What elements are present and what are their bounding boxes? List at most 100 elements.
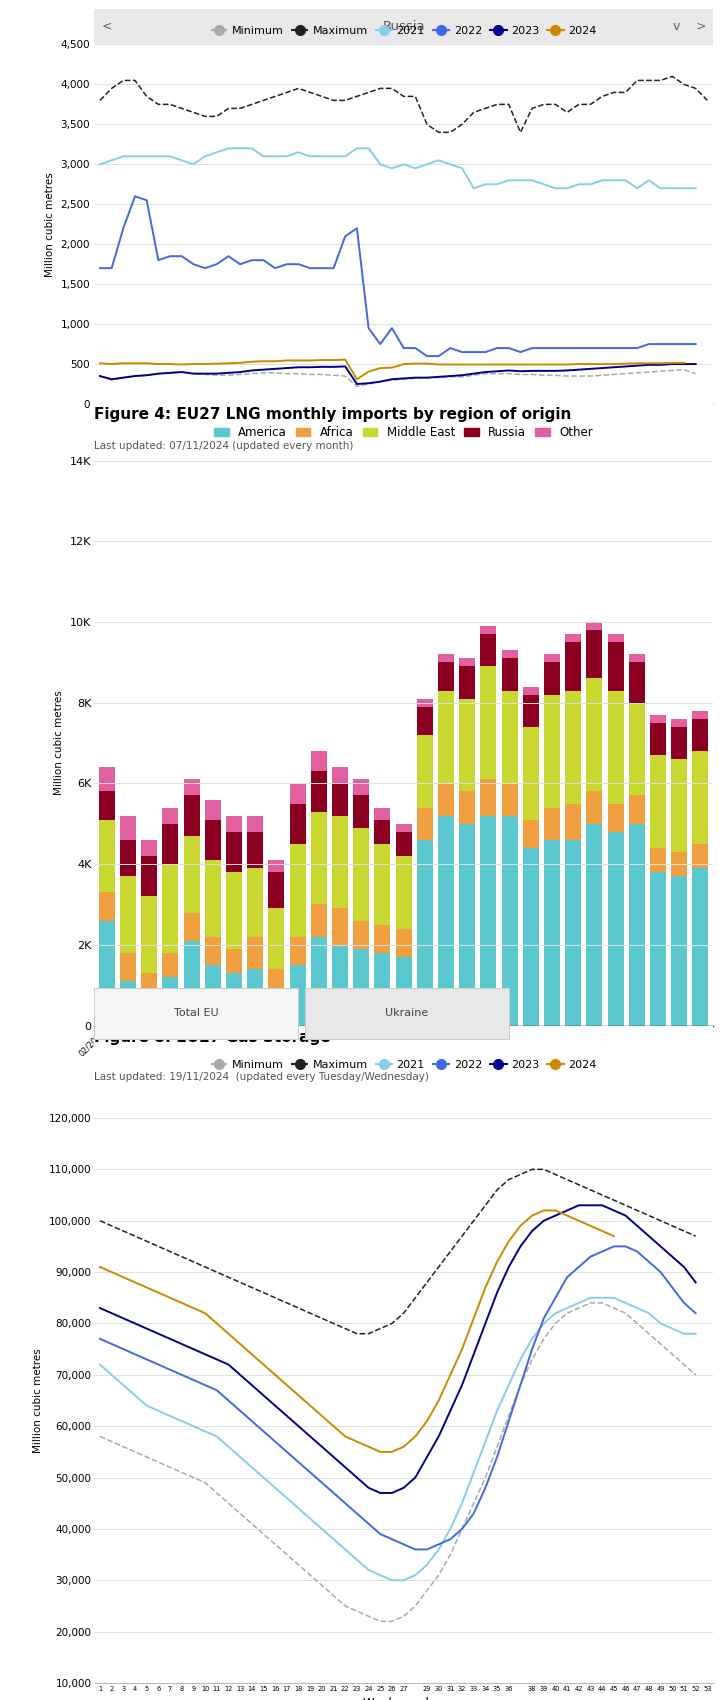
Bar — [269, 1001, 285, 1025]
Bar — [544, 808, 560, 840]
Bar — [374, 925, 390, 954]
Bar — [523, 728, 539, 819]
Bar — [374, 808, 390, 819]
Bar — [692, 751, 708, 843]
Bar — [565, 804, 581, 840]
Bar — [629, 702, 645, 796]
Bar — [226, 872, 242, 949]
Bar — [544, 695, 560, 808]
Bar — [311, 772, 327, 811]
Bar — [502, 784, 518, 816]
Bar — [290, 804, 306, 843]
Bar — [396, 928, 411, 957]
Bar — [290, 843, 306, 937]
X-axis label: Week of Year: Week of Year — [366, 423, 442, 435]
Bar — [205, 819, 221, 860]
Bar — [692, 719, 708, 751]
Bar — [141, 896, 157, 972]
Bar — [650, 848, 666, 872]
Bar — [671, 852, 687, 876]
Bar — [205, 966, 221, 1025]
Text: Figure 8: EU27 Gas Storage: Figure 8: EU27 Gas Storage — [94, 1030, 331, 1046]
Bar — [290, 966, 306, 1025]
Bar — [120, 876, 136, 954]
Bar — [502, 649, 518, 658]
Bar — [629, 663, 645, 702]
Bar — [141, 840, 157, 857]
Bar — [396, 857, 411, 928]
Bar — [184, 913, 200, 940]
Bar — [459, 658, 475, 666]
Bar — [565, 840, 581, 1025]
Bar — [396, 824, 411, 831]
Bar — [141, 857, 157, 896]
Y-axis label: Million cubic metres: Million cubic metres — [33, 1348, 43, 1454]
Bar — [417, 699, 433, 707]
Bar — [586, 678, 602, 792]
Bar — [650, 872, 666, 1025]
Bar — [120, 816, 136, 840]
Bar — [629, 824, 645, 1025]
Bar — [141, 972, 157, 993]
Bar — [311, 937, 327, 1025]
Bar — [671, 728, 687, 760]
Bar — [311, 904, 327, 937]
Bar — [205, 799, 221, 819]
Bar — [438, 663, 454, 690]
Bar — [502, 658, 518, 690]
Bar — [438, 816, 454, 1025]
Bar — [248, 869, 264, 937]
Bar — [120, 840, 136, 876]
Text: Russia: Russia — [382, 20, 425, 32]
Bar — [607, 634, 623, 643]
Bar — [417, 734, 433, 808]
Bar — [332, 784, 348, 816]
Bar — [141, 993, 157, 1025]
Bar — [226, 816, 242, 831]
Bar — [565, 643, 581, 690]
Bar — [269, 872, 285, 908]
Bar — [120, 981, 136, 1025]
Bar — [332, 767, 348, 784]
Bar — [99, 892, 115, 921]
Bar — [99, 767, 115, 792]
Bar — [607, 643, 623, 690]
Bar — [459, 699, 475, 792]
Text: Last updated: 07/11/2024 (updated every month): Last updated: 07/11/2024 (updated every … — [94, 440, 353, 450]
Bar — [586, 792, 602, 824]
Bar — [269, 860, 285, 872]
Bar — [671, 719, 687, 728]
Bar — [481, 779, 497, 816]
Bar — [438, 654, 454, 663]
Bar — [629, 796, 645, 824]
Bar — [544, 654, 560, 663]
Bar — [184, 779, 200, 796]
Bar — [226, 972, 242, 1025]
Bar — [184, 796, 200, 836]
Bar — [481, 666, 497, 779]
Bar — [607, 831, 623, 1025]
Bar — [650, 755, 666, 848]
Bar — [650, 714, 666, 722]
Bar — [311, 811, 327, 904]
Bar — [374, 819, 390, 843]
Bar — [523, 819, 539, 848]
Bar — [417, 808, 433, 840]
Text: v: v — [673, 20, 680, 32]
Bar — [586, 631, 602, 678]
Bar — [565, 634, 581, 643]
Bar — [226, 949, 242, 972]
Bar — [311, 751, 327, 772]
Bar — [162, 977, 178, 1025]
Bar — [523, 695, 539, 728]
Y-axis label: Million cubic metres: Million cubic metres — [45, 172, 55, 277]
Bar — [523, 687, 539, 695]
Bar — [544, 840, 560, 1025]
Bar — [162, 864, 178, 954]
Bar — [502, 816, 518, 1025]
Text: Figure 4: EU27 LNG monthly imports by region of origin: Figure 4: EU27 LNG monthly imports by re… — [94, 406, 571, 422]
Text: >: > — [696, 20, 706, 32]
Bar — [417, 840, 433, 1025]
Bar — [692, 843, 708, 869]
Y-axis label: Million cubic metres: Million cubic metres — [54, 690, 64, 796]
